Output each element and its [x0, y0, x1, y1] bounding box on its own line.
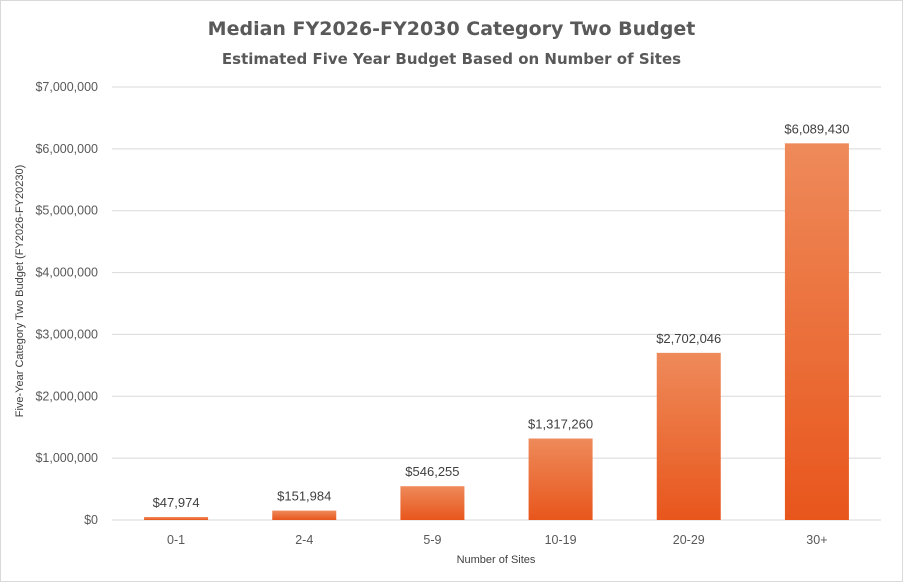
data-label: $1,317,260: [528, 417, 593, 432]
data-label: $47,974: [153, 495, 200, 510]
data-label: $6,089,430: [784, 121, 849, 136]
chart-title: Median FY2026-FY2030 Category Two Budget: [207, 18, 696, 40]
bar-20-29: [656, 352, 721, 520]
x-tick-label: 2-4: [295, 533, 313, 547]
bar-30+: [784, 143, 849, 520]
x-axis-label: Number of Sites: [457, 554, 536, 566]
y-axis-label: Five-Year Category Two Budget (FY2026-FY…: [14, 165, 26, 418]
chart-subtitle: Estimated Five Year Budget Based on Numb…: [221, 50, 682, 68]
data-label: $151,984: [277, 489, 331, 504]
y-tick-label: $4,000,000: [35, 266, 98, 280]
y-tick-label: $2,000,000: [35, 389, 98, 403]
bar-5-9: [400, 486, 465, 520]
x-tick-label: 0-1: [167, 533, 185, 547]
y-tick-label: $3,000,000: [35, 327, 98, 341]
x-tick-label: 20-29: [673, 533, 705, 547]
y-tick-label: $7,000,000: [35, 80, 98, 94]
x-tick-label: 30+: [806, 533, 827, 547]
bar-0-1: [144, 517, 209, 520]
y-tick-label: $1,000,000: [35, 451, 98, 465]
bar-10-19: [528, 438, 593, 520]
data-label: $2,702,046: [656, 331, 721, 346]
data-label: $546,255: [405, 464, 459, 479]
y-tick-label: $0: [84, 513, 98, 527]
x-tick-label: 5-9: [423, 533, 441, 547]
y-tick-label: $5,000,000: [35, 204, 98, 218]
x-tick-label: 10-19: [545, 533, 577, 547]
y-tick-label: $6,000,000: [35, 142, 98, 156]
bar-2-4: [272, 510, 337, 520]
